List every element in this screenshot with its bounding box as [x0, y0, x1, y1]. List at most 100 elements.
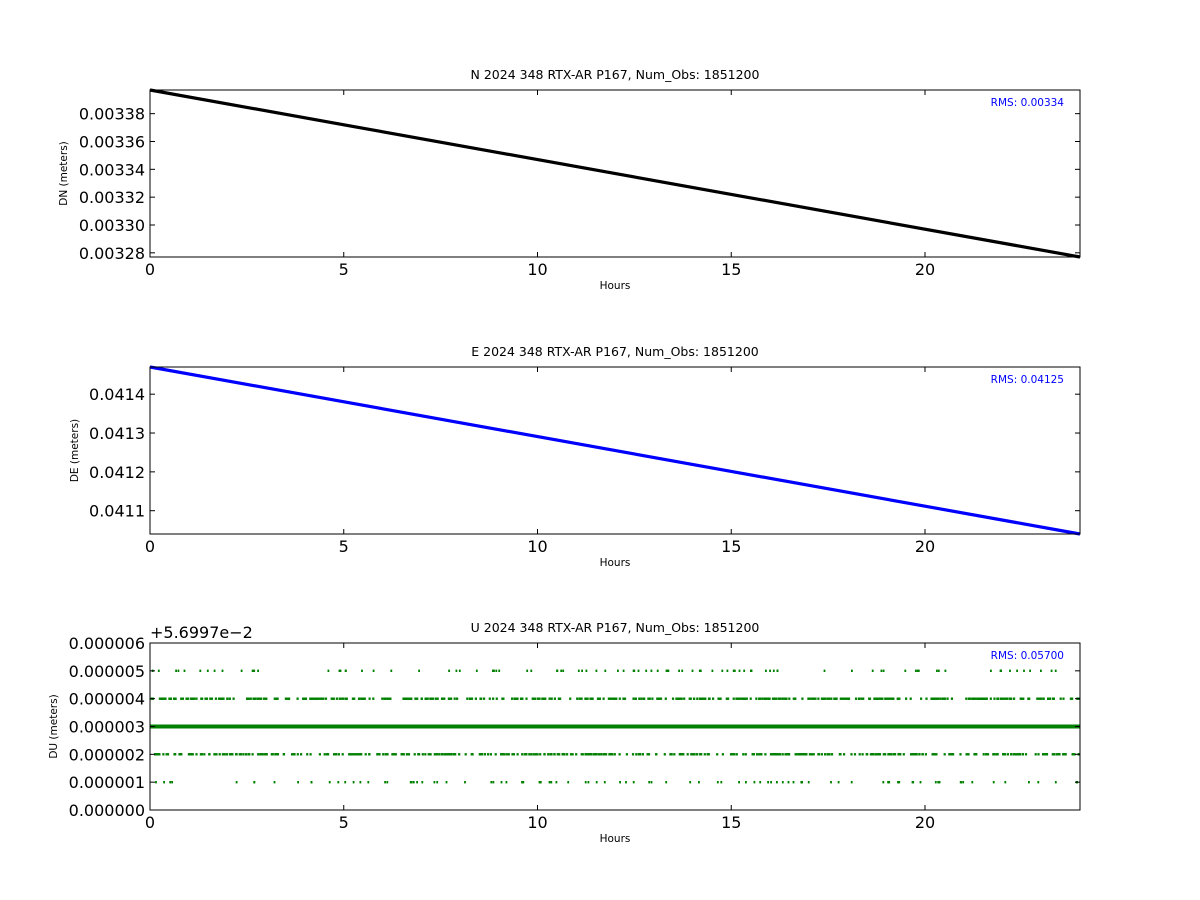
data-point	[466, 697, 469, 700]
data-point	[436, 697, 439, 700]
data-point	[567, 781, 570, 784]
data-point	[341, 753, 344, 756]
data-point	[1004, 753, 1007, 756]
data-point	[623, 697, 627, 700]
data-point	[242, 753, 245, 756]
data-point	[985, 697, 988, 700]
data-point	[918, 753, 921, 756]
data-point	[880, 669, 883, 672]
data-point	[175, 669, 177, 672]
data-point	[550, 781, 553, 784]
y-tick-label: 0.00336	[79, 132, 145, 151]
data-point	[1047, 697, 1050, 700]
data-point	[253, 781, 256, 784]
data-point	[892, 697, 895, 700]
data-point	[777, 753, 780, 756]
data-point	[787, 781, 790, 784]
data-point	[155, 753, 158, 756]
data-point	[335, 753, 338, 756]
data-point	[779, 697, 782, 700]
data-point	[493, 669, 495, 672]
data-point	[767, 697, 770, 700]
data-point	[445, 753, 448, 756]
data-point	[647, 697, 650, 700]
data-point	[716, 753, 719, 756]
data-point	[771, 697, 775, 700]
data-point	[232, 697, 235, 700]
data-point	[213, 753, 216, 756]
data-point	[475, 669, 478, 672]
data-point	[950, 697, 953, 700]
data-point	[276, 753, 279, 756]
data-point	[235, 753, 238, 756]
chart-title: E 2024 348 RTX-AR P167, Num_Obs: 1851200	[471, 344, 759, 359]
y-tick-label: 0.000004	[69, 690, 145, 709]
data-point	[691, 669, 694, 672]
data-point	[210, 697, 213, 700]
data-point	[686, 753, 689, 756]
data-point	[887, 781, 889, 784]
x-tick-label: 15	[721, 260, 741, 279]
data-point	[185, 697, 188, 700]
data-point	[341, 697, 345, 700]
x-tick-label: 10	[527, 260, 547, 279]
data-point	[664, 697, 667, 700]
data-point	[600, 753, 603, 756]
data-point	[977, 697, 980, 700]
data-point	[247, 697, 250, 700]
data-point	[711, 669, 714, 672]
x-tick-label: 15	[721, 813, 741, 832]
data-point	[820, 697, 823, 700]
data-point	[180, 697, 183, 700]
data-point	[563, 753, 566, 756]
data-point	[247, 753, 250, 756]
data-point	[897, 781, 899, 784]
data-point	[701, 697, 704, 700]
data-point	[871, 669, 874, 672]
data-point	[376, 753, 379, 756]
data-point	[613, 753, 616, 756]
data-point	[632, 697, 635, 700]
data-point	[287, 697, 290, 700]
data-point	[619, 781, 621, 784]
data-point	[1054, 669, 1057, 672]
data-point	[433, 753, 436, 756]
data-point	[920, 697, 923, 700]
data-point	[1016, 669, 1018, 672]
data-point	[893, 753, 896, 756]
data-point	[339, 669, 342, 672]
data-point	[720, 781, 723, 784]
data-point	[753, 781, 756, 784]
data-point	[703, 753, 706, 756]
data-point	[1004, 781, 1007, 784]
data-point	[733, 669, 736, 672]
data-point	[699, 669, 702, 672]
data-point	[296, 697, 299, 700]
data-point	[761, 697, 764, 700]
data-point	[512, 753, 515, 756]
data-point	[617, 669, 619, 672]
data-point	[854, 697, 858, 700]
data-point	[828, 753, 831, 756]
data-point	[681, 753, 684, 756]
data-point	[717, 697, 720, 700]
y-tick-label: 0.000001	[69, 773, 145, 792]
data-point	[355, 753, 358, 756]
data-point	[179, 753, 182, 756]
data-point	[595, 669, 598, 672]
data-point	[357, 697, 361, 700]
y-tick-label: 0.000002	[69, 745, 145, 764]
data-point	[656, 669, 659, 672]
data-point	[344, 697, 347, 700]
data-point	[846, 697, 849, 700]
data-point	[680, 697, 683, 700]
data-point	[729, 753, 733, 756]
data-point	[850, 753, 853, 756]
data-point	[429, 697, 432, 700]
data-point	[384, 781, 386, 784]
data-point	[1028, 781, 1030, 784]
data-point	[161, 697, 164, 700]
data-point	[743, 669, 746, 672]
data-point	[530, 753, 533, 756]
